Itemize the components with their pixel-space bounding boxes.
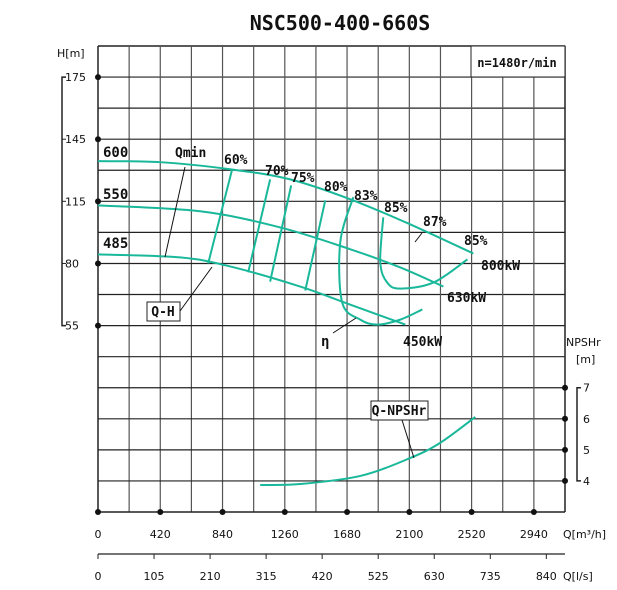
x-axis-label: Q[m³/h] — [563, 528, 606, 541]
qh-curve-600 — [97, 160, 474, 255]
h-axis-dot — [95, 260, 101, 267]
q-axis-dot — [219, 509, 226, 515]
ls-axis-tick-label: 840 — [536, 570, 557, 583]
label-qmin: Qmin — [175, 146, 206, 161]
label-eff-75: 75% — [291, 171, 315, 186]
q-axis-dot — [157, 509, 164, 515]
y-axis-label: H[m] — [57, 47, 85, 60]
qmin-leader — [164, 166, 186, 258]
q-axis-tick-label: 2100 — [395, 528, 423, 541]
label-qh: Q-H — [151, 305, 174, 320]
npshr-axis-dot — [562, 477, 568, 484]
ls-axis-tick-label: 735 — [480, 570, 501, 583]
npshr-axis-tick-label: 6 — [583, 413, 590, 426]
efficiency-line-70 — [247, 179, 272, 273]
npshr-axis-tick-label: 7 — [583, 382, 590, 395]
y2-axis-label-2: [m] — [576, 353, 595, 366]
efficiency-line-80 — [304, 200, 327, 291]
npshr-axis-tick-label: 4 — [583, 475, 590, 488]
h-axis-tick-label: 55 — [65, 320, 79, 333]
qh-curve-485 — [97, 253, 406, 326]
q-axis-dot — [406, 509, 413, 515]
q-axis-tick-label: 2940 — [520, 528, 548, 541]
ls-axis-tick-label: 0 — [95, 570, 102, 583]
efficiency-line-85 — [379, 217, 469, 290]
qh-curve-550 — [97, 204, 444, 288]
npshr-axis-dot — [562, 384, 568, 391]
label-450kw: 450kW — [403, 335, 442, 350]
q-axis-dot — [468, 509, 475, 515]
h-axis-tick-label: 80 — [65, 257, 79, 270]
q-axis-tick-label: 2520 — [458, 528, 486, 541]
chart-title: NSC500-400-660S — [250, 11, 431, 35]
npshr-axis-tick-label: 5 — [583, 444, 590, 457]
npshr-label-box — [370, 400, 429, 421]
h-axis-dot — [95, 136, 101, 143]
label-550: 550 — [103, 187, 128, 203]
label-eff-70: 70% — [265, 164, 289, 179]
label-630kw: 630kW — [447, 291, 486, 306]
label-800kw: 800kW — [481, 259, 520, 274]
label-485: 485 — [103, 236, 128, 252]
npshr-axis-dot — [562, 446, 568, 453]
label-npshr: Q-NPSHr — [372, 404, 427, 419]
y2-axis-label-1: NPSHr — [566, 336, 601, 349]
speed-note: n=1480r/min — [477, 56, 556, 70]
ls-axis-tick-label: 420 — [312, 570, 333, 583]
label-eta: η — [321, 334, 329, 350]
ls-axis-tick-label: 525 — [368, 570, 389, 583]
npshr-axis-dot — [562, 415, 568, 422]
label-eff-60: 60% — [224, 153, 248, 168]
label-eff-80: 80% — [324, 180, 348, 195]
ls-axis-tick-label: 630 — [424, 570, 445, 583]
x2-axis-label: Q[l/s] — [563, 570, 593, 583]
q-axis-tick-label: 0 — [95, 528, 102, 541]
label-eff-87: 87% — [423, 215, 447, 230]
q-axis-dot — [281, 509, 288, 515]
h-axis-tick-label: 175 — [65, 71, 86, 84]
ls-axis-tick-label: 210 — [200, 570, 221, 583]
efficiency-line-83 — [338, 196, 423, 326]
h-axis-tick-label: 115 — [65, 195, 86, 208]
eta-leader — [332, 317, 357, 334]
q-axis-tick-label: 1260 — [271, 528, 299, 541]
h-axis-dot — [95, 322, 101, 329]
grid — [97, 45, 566, 513]
label-600: 600 — [103, 145, 128, 161]
npshr-curve — [260, 416, 476, 487]
h-axis-dot — [95, 198, 101, 205]
q-axis-tick-label: 420 — [150, 528, 171, 541]
label-eff-85-right: 85% — [464, 234, 488, 249]
npshr-axis-bracket — [576, 386, 581, 482]
h-axis-dot — [95, 74, 101, 81]
ls-axis-tick-label: 315 — [256, 570, 277, 583]
ls-axis-tick-label: 105 — [144, 570, 165, 583]
efficiency-line-75 — [269, 185, 293, 282]
qh-leader — [179, 266, 213, 312]
q-axis-dot — [344, 509, 351, 515]
q-axis-tick-label: 1680 — [333, 528, 361, 541]
q-axis-tick-label: 840 — [212, 528, 233, 541]
speed-note-box — [470, 45, 566, 78]
label-eff-85: 85% — [384, 201, 408, 216]
eff-87-leader — [414, 232, 423, 243]
leader-lines — [164, 166, 423, 459]
q-axis-dot — [95, 509, 101, 515]
npshr-leader — [401, 419, 415, 459]
h-axis-tick-label: 145 — [65, 133, 86, 146]
label-eff-83: 83% — [354, 189, 378, 204]
qh-label-box — [146, 301, 181, 322]
curves — [97, 160, 476, 487]
efficiency-line-60 — [207, 168, 234, 264]
q-axis-dot — [530, 509, 537, 515]
